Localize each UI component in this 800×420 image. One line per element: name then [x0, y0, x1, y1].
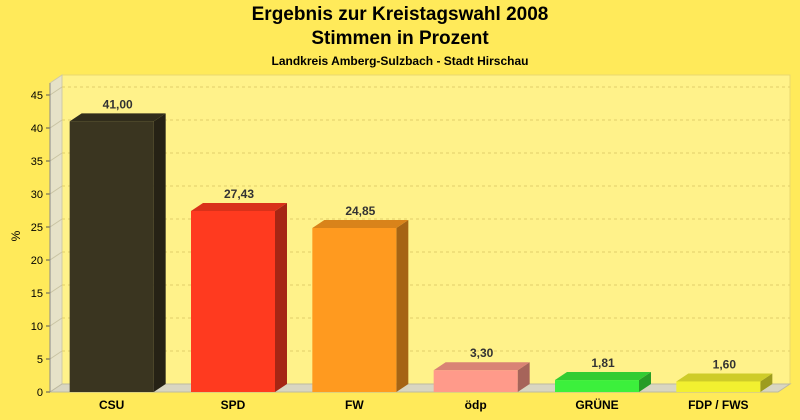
bar-front: [191, 210, 275, 392]
y-tick-label: 45: [31, 90, 43, 102]
gridline-side: [49, 218, 63, 228]
gridline-side: [49, 350, 63, 360]
bar-side: [517, 362, 530, 392]
y-tick-label: 5: [37, 354, 43, 366]
bar-value-label: 27,43: [224, 187, 254, 201]
y-tick-label: 25: [31, 222, 43, 234]
bar-top: [191, 202, 287, 211]
chart-title: Ergebnis zur Kreistagswahl 2008: [251, 4, 549, 25]
bar-front: [433, 370, 518, 392]
gridline-side: [49, 119, 63, 129]
y-tick-label: 0: [37, 387, 43, 399]
y-tick-label: 35: [31, 156, 43, 168]
chart-bars: 41,00 27,43 24,85 3,30 1,81 1,60: [69, 97, 773, 393]
x-axis: CSU SPD FW ödp GRÜNE FDP / FWS: [99, 397, 749, 412]
bar-value-label: 24,85: [345, 204, 375, 218]
chart-gridlines: [49, 86, 790, 360]
bar-top: [312, 219, 409, 228]
bar: [69, 113, 166, 393]
bar-front: [69, 121, 154, 393]
x-tick-label: GRÜNE: [575, 397, 618, 412]
x-tick-label: FW: [345, 398, 364, 412]
bar-value-label: 3,30: [470, 346, 494, 360]
bar-value-label: 41,00: [103, 97, 133, 111]
bar: [312, 219, 409, 392]
gridline-side: [49, 317, 63, 327]
y-tick-label: 40: [31, 123, 43, 135]
bar-side: [275, 202, 287, 392]
bar-side: [396, 219, 409, 392]
y-axis-label: %: [9, 230, 23, 241]
bar-front: [676, 381, 761, 392]
bar: [191, 202, 287, 392]
y-tick-label: 30: [31, 189, 43, 201]
x-tick-label: SPD: [221, 398, 246, 412]
gridline-side: [49, 152, 63, 162]
chart-subtitle-region: Landkreis Amberg-Sulzbach - Stadt Hirsch…: [271, 54, 529, 68]
gridline-side: [49, 284, 63, 294]
gridline-side: [49, 185, 63, 195]
bar: [433, 362, 530, 392]
y-axis: 0 5 10 15 20 25 30 35 40 45: [31, 83, 51, 399]
bar-side: [153, 113, 166, 393]
y-tick-label: 15: [31, 288, 43, 300]
bar: [555, 372, 651, 392]
bar: [676, 373, 773, 392]
plot-back-wall: [61, 74, 791, 385]
bar-side: [760, 373, 773, 392]
x-tick-label: FDP / FWS: [688, 398, 748, 412]
x-tick-label: CSU: [99, 398, 124, 412]
y-tick-label: 20: [31, 255, 43, 267]
bar-top: [433, 362, 530, 371]
bar-front: [312, 227, 397, 392]
bar-top: [69, 113, 166, 122]
x-tick-label: ödp: [465, 398, 487, 412]
bar-side: [639, 372, 651, 392]
chart-subtitle: Stimmen in Prozent: [311, 28, 489, 49]
bar-top: [676, 373, 773, 382]
bar-value-label: 1,60: [713, 357, 737, 371]
gridline-side: [49, 251, 63, 261]
y-tick-label: 10: [31, 321, 43, 333]
bar-value-label: 1,81: [591, 356, 615, 370]
bar-front: [555, 380, 639, 392]
plot-side-wall: [49, 74, 63, 393]
gridline-side: [49, 86, 63, 96]
bar-top: [555, 372, 651, 381]
